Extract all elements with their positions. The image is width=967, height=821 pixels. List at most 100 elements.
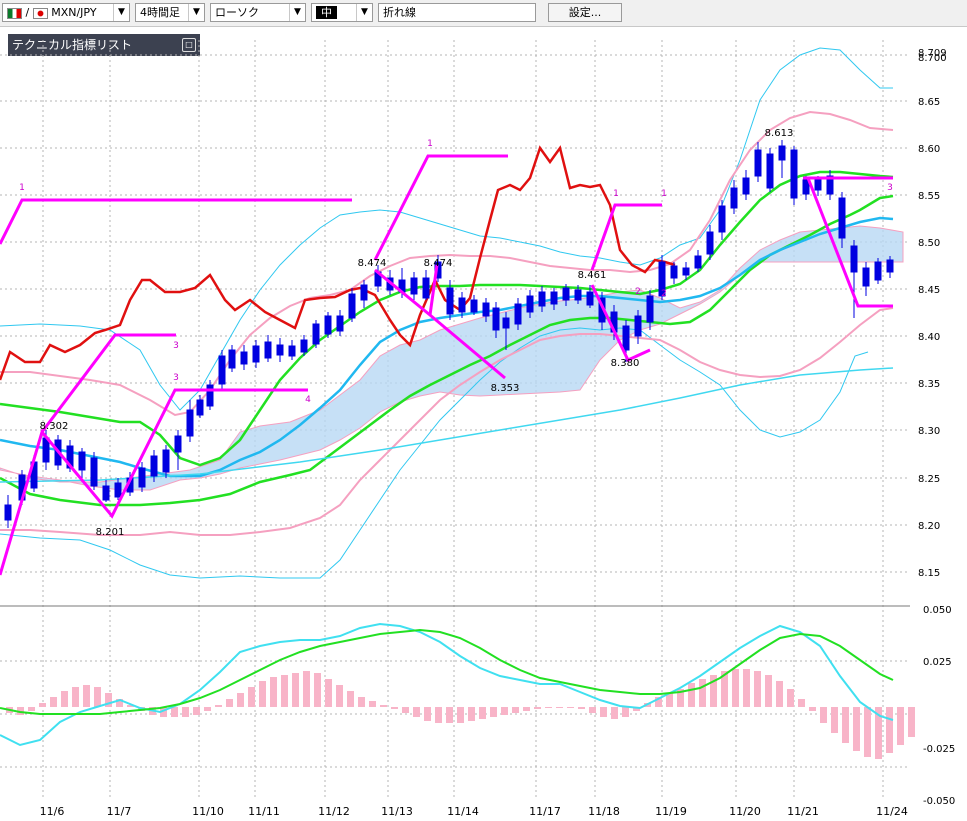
price-point-label: 8.302 — [40, 421, 69, 432]
price-tick-label: 8.35 — [918, 379, 940, 390]
chevron-down-icon[interactable]: ▼ — [289, 4, 305, 21]
macd-bar — [732, 669, 739, 707]
candle-body — [288, 345, 296, 357]
ma-green-short — [0, 170, 894, 467]
macd-bar — [413, 707, 420, 717]
macd-bar — [633, 707, 640, 711]
wave-label: 4 — [305, 395, 311, 405]
panel-title: テクニカル指標リスト — [12, 38, 133, 52]
candle-body — [574, 289, 582, 301]
candle-body — [66, 445, 74, 469]
candle-body — [446, 287, 454, 315]
price-point-label: 8.380 — [611, 358, 640, 369]
candle-body — [718, 205, 726, 233]
macd-bar — [424, 707, 431, 721]
macd-bar — [699, 679, 706, 707]
macd-bar — [314, 673, 321, 707]
currency-pair-select[interactable]: / MXN/JPY ▼ — [2, 3, 130, 22]
candle-body — [706, 231, 714, 255]
date-label: 11/6 — [40, 805, 65, 818]
collapse-icon[interactable]: □ — [182, 38, 196, 52]
macd-bar — [358, 697, 365, 707]
price-tick-label: 8.50 — [918, 238, 940, 249]
macd-bar — [94, 687, 101, 707]
candle-body — [658, 261, 666, 297]
date-label: 11/12 — [318, 805, 350, 818]
macd-bar — [501, 707, 508, 715]
candle-body — [838, 197, 846, 239]
macd-bar — [83, 685, 90, 707]
macd-bar — [237, 693, 244, 707]
price-tick-label: 8.60 — [918, 144, 940, 155]
price-tick-label: 8.709 — [918, 48, 947, 59]
candle-body — [742, 177, 750, 195]
size-select[interactable]: 中 ▼ — [311, 3, 373, 22]
price-tick-label: 8.65 — [918, 97, 940, 108]
chevron-down-icon[interactable]: ▼ — [113, 4, 129, 21]
candle-body — [458, 297, 466, 313]
price-labels: 8.302 8.201 8.474 8.474 8.353 8.461 8.380 8.613… — [19, 128, 893, 538]
price-point-label: 8.613 — [765, 128, 794, 139]
candle-body — [228, 349, 236, 369]
candle-body — [206, 384, 214, 407]
candle-body — [634, 315, 642, 337]
macd-bar — [688, 683, 695, 707]
macd-bar — [204, 707, 211, 711]
macd-bar — [853, 707, 860, 751]
macd-bar — [215, 705, 222, 707]
candle-body — [312, 323, 320, 345]
chevron-down-icon[interactable]: ▼ — [356, 4, 372, 21]
date-label: 11/11 — [248, 805, 280, 818]
candle-body — [826, 175, 834, 195]
macd-bar — [677, 689, 684, 707]
wave-label: 2 — [635, 287, 641, 297]
japan-flag-icon — [32, 7, 48, 19]
candle-body — [264, 341, 272, 359]
macd-bar — [886, 707, 893, 753]
candle-body — [138, 467, 146, 488]
macd-bar — [765, 675, 772, 707]
macd-tick-label: 0.050 — [923, 605, 952, 616]
red-line — [0, 145, 676, 381]
chevron-down-icon[interactable]: ▼ — [188, 4, 204, 21]
wave-label: 3 — [173, 373, 179, 383]
price-point-label: 8.353 — [491, 383, 520, 394]
macd-bar — [116, 699, 123, 707]
chart-type-select[interactable]: ローソク ▼ — [210, 3, 306, 22]
price-tick-label: 8.40 — [918, 332, 940, 343]
price-tick-label: 8.25 — [918, 474, 940, 485]
price-tick-label: 8.45 — [918, 285, 940, 296]
candle-body — [422, 277, 430, 299]
chart-type-label: ローソク — [215, 6, 259, 19]
macd-bar — [710, 675, 717, 707]
macd-bar — [369, 701, 376, 707]
date-label: 11/20 — [729, 805, 761, 818]
macd-bar — [776, 681, 783, 707]
macd-bar — [105, 693, 112, 707]
macd-bar — [512, 707, 519, 713]
candle-body — [252, 345, 260, 363]
candle-body — [730, 187, 738, 209]
timeframe-select[interactable]: 4時間足 ▼ — [135, 3, 205, 22]
candle-body — [492, 307, 500, 331]
macd-tick-label: -0.025 — [923, 744, 955, 755]
macd-bar — [17, 707, 24, 715]
zigzag-mid — [0, 198, 352, 245]
macd-bar — [875, 707, 882, 759]
toolbar: / MXN/JPY ▼ 4時間足 ▼ ローソク ▼ 中 ▼ 折れ線 設定... — [0, 0, 967, 27]
candle-body — [102, 485, 110, 501]
settings-button[interactable]: 設定... — [548, 3, 622, 22]
indicator-field[interactable]: 折れ線 — [378, 3, 536, 22]
macd-bar — [754, 671, 761, 707]
price-point-label: 8.474 — [424, 258, 453, 269]
candle-body — [790, 149, 798, 199]
macd-bar — [897, 707, 904, 745]
indicator-list-panel[interactable]: テクニカル指標リスト □ — [8, 34, 200, 56]
candle-body — [186, 409, 194, 437]
macd-bar — [556, 707, 563, 708]
date-label: 11/19 — [655, 805, 687, 818]
date-label: 11/21 — [787, 805, 819, 818]
wave-label: 1 — [661, 189, 667, 199]
macd-bar — [127, 705, 134, 707]
